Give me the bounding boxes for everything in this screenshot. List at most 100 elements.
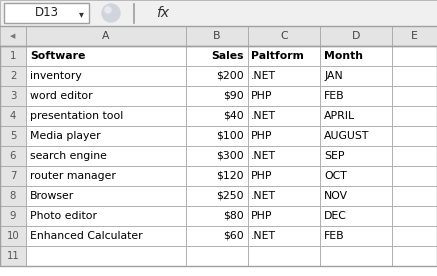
Text: 2: 2 [10, 71, 16, 81]
Bar [4, 3, 89, 23]
Bar [320, 186, 392, 206]
Bar [392, 106, 437, 126]
Bar [0, 186, 26, 206]
Text: .NET: .NET [251, 151, 276, 161]
Text: C: C [280, 31, 288, 41]
Text: $40: $40 [223, 111, 244, 121]
Bar [26, 26, 186, 46]
Text: Photo editor: Photo editor [30, 211, 97, 221]
Text: $80: $80 [223, 211, 244, 221]
Bar [26, 246, 186, 266]
Bar [0, 66, 26, 86]
Text: PHP: PHP [251, 131, 273, 141]
Text: SEP: SEP [324, 151, 344, 161]
Bar [320, 106, 392, 126]
Text: Sales: Sales [212, 51, 244, 61]
Bar [248, 106, 320, 126]
Bar [26, 66, 186, 86]
Text: B: B [213, 31, 221, 41]
Text: fx: fx [156, 6, 170, 20]
Circle shape [105, 7, 111, 13]
Bar [26, 46, 186, 66]
Text: D13: D13 [35, 7, 59, 20]
Text: Paltform: Paltform [251, 51, 304, 61]
Bar [0, 86, 26, 106]
Bar [0, 206, 26, 226]
Text: 11: 11 [7, 251, 19, 261]
Text: A: A [102, 31, 110, 41]
Text: $120: $120 [216, 171, 244, 181]
Text: 1: 1 [10, 51, 16, 61]
Bar [0, 46, 26, 66]
Bar [186, 226, 248, 246]
Text: .NET: .NET [251, 111, 276, 121]
Text: 7: 7 [10, 171, 16, 181]
Bar [248, 166, 320, 186]
Bar [392, 126, 437, 146]
Text: router manager: router manager [30, 171, 116, 181]
Bar [392, 226, 437, 246]
Text: FEB: FEB [324, 91, 345, 101]
Text: Browser: Browser [30, 191, 74, 201]
Bar [0, 226, 26, 246]
Text: 3: 3 [10, 91, 16, 101]
Text: $200: $200 [216, 71, 244, 81]
Text: E: E [411, 31, 418, 41]
Text: JAN: JAN [324, 71, 343, 81]
Bar [248, 66, 320, 86]
Bar [186, 246, 248, 266]
Bar [0, 146, 26, 166]
Bar [186, 46, 248, 66]
Bar [0, 46, 437, 266]
Bar [186, 126, 248, 146]
Bar [392, 146, 437, 166]
Bar [320, 206, 392, 226]
Text: Enhanced Calculater: Enhanced Calculater [30, 231, 142, 241]
Bar [248, 246, 320, 266]
Bar [392, 86, 437, 106]
Bar [0, 0, 437, 26]
Text: Media player: Media player [30, 131, 101, 141]
Bar [186, 206, 248, 226]
Text: inventory: inventory [30, 71, 82, 81]
Text: .NET: .NET [251, 71, 276, 81]
Text: search engine: search engine [30, 151, 107, 161]
Bar [26, 226, 186, 246]
Bar [26, 86, 186, 106]
Bar [248, 226, 320, 246]
Bar [320, 126, 392, 146]
Text: AUGUST: AUGUST [324, 131, 369, 141]
Bar [26, 166, 186, 186]
Bar [320, 86, 392, 106]
Bar [186, 26, 248, 46]
Bar [26, 106, 186, 126]
Bar [248, 26, 320, 46]
Bar [392, 166, 437, 186]
Text: DEC: DEC [324, 211, 347, 221]
Bar [320, 146, 392, 166]
Text: $300: $300 [216, 151, 244, 161]
Circle shape [102, 4, 120, 22]
Text: $100: $100 [216, 131, 244, 141]
Bar [248, 86, 320, 106]
Text: ◀: ◀ [10, 33, 16, 39]
Bar [26, 126, 186, 146]
Bar [392, 186, 437, 206]
Bar [26, 206, 186, 226]
Bar [248, 186, 320, 206]
Text: FEB: FEB [324, 231, 345, 241]
Text: 6: 6 [10, 151, 16, 161]
Bar [392, 26, 437, 46]
Bar [186, 86, 248, 106]
Bar [133, 3, 134, 23]
Text: Month: Month [324, 51, 363, 61]
Text: APRIL: APRIL [324, 111, 355, 121]
Bar [248, 206, 320, 226]
Text: NOV: NOV [324, 191, 348, 201]
Bar [186, 66, 248, 86]
Bar [248, 126, 320, 146]
Text: ▾: ▾ [79, 9, 83, 19]
Bar [392, 246, 437, 266]
Bar [320, 246, 392, 266]
Text: 10: 10 [7, 231, 19, 241]
